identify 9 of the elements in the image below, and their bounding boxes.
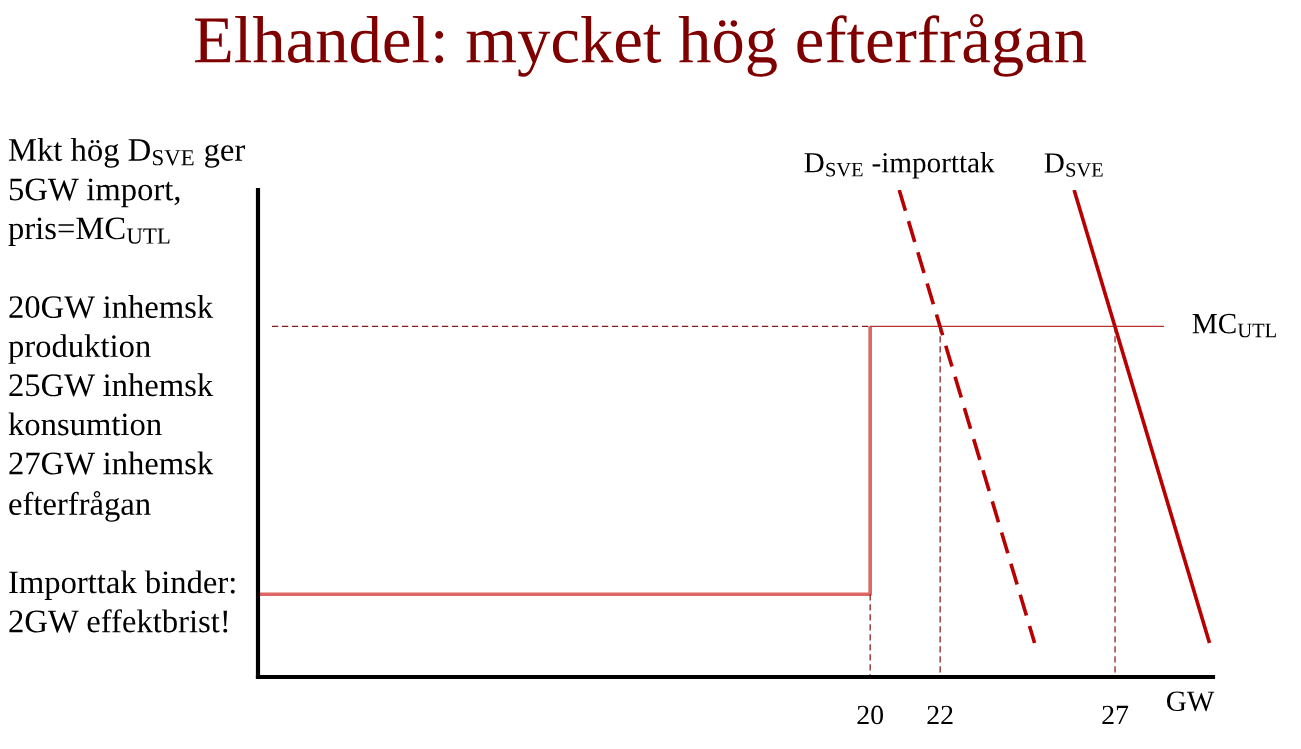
series-label: D$_{SVE}$ <box>1044 153 1103 177</box>
x-axis-title: GW <box>1166 691 1215 712</box>
x-tick-label: 20 <box>857 705 884 725</box>
x-tick-label: 22 <box>927 705 953 725</box>
chart-title: Elhandel: mycket hög efterfrågan <box>194 14 1087 77</box>
x-tick-label: 27 <box>1102 705 1129 725</box>
series-label: MC$_{UTL}$ <box>1192 313 1276 338</box>
series-label: D$_{SVE}$ -importtak <box>804 152 995 179</box>
text: Mkt hög D$_{SVE}$ ger 5GW import, pris=MC$_{UTL}$ 20GW inhemsk produktion 25GW inhemsk konsumtion 27GW inhemsk efterfrågan Importtak binder: 2GW effektbrist! <box>8 138 245 633</box>
